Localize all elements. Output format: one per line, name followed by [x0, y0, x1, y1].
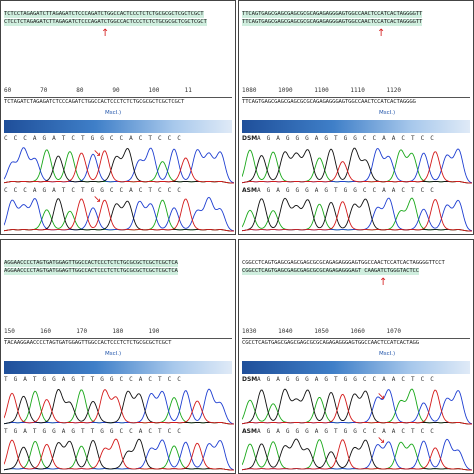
sequence-line-1: TTCAGTGAGCGAGCGAGCGCGCAGAGAGGGAGTGGCCAAC…	[242, 11, 423, 18]
trace-base-calls: A G A G G G A G T G G C C A A C T C C	[257, 376, 436, 383]
panel-top-left: TCTCCTAGAGATCTTAGAGATCTCCCAGATCTGGCCACTC…	[0, 0, 236, 235]
alignment-bar	[242, 120, 470, 133]
ruler	[242, 92, 470, 98]
trace-peak-t	[4, 389, 234, 425]
sequence-line-2: CTCCTCTAGAGATCTTAGAGATCTCCCAGATCTGGCCACT…	[4, 19, 207, 26]
panel-top-right: TTCAGTGAGCGAGCGAGCGCGCAGAGAGGGAGTGGCCAAC…	[238, 0, 474, 235]
trace-peak-t	[242, 439, 472, 471]
sequence-line-2: TTCAGTGAGCGAGCGAGCGCGCAGAGAGGGAGTGGCCAAC…	[242, 19, 423, 26]
panel-bottom-right: CGGCCTCAGTGAGCGAGCGAGCGCGCAGAGAGGGAGTGGC…	[238, 239, 474, 474]
ruler	[4, 333, 232, 339]
trace-peak-g	[242, 438, 472, 471]
enzyme-label: MscI.)	[105, 110, 122, 116]
sequence-line-1: CGGCCTCAGTGAGCGAGCGAGCGCGCAGAGAGGGAGTGGC…	[242, 260, 445, 266]
alignment-bar	[4, 361, 232, 374]
mutation-arrow-icon: ↘	[93, 194, 102, 205]
sequence-line-2: CGGCCTCAGTGAGCGAGCGAGCGCGCAGAGAGGGAGT CA…	[242, 268, 419, 275]
trace-peak-t	[242, 389, 472, 425]
ruler-sequence: CGCCTCAGTGAGCGAGCGAGCGCGCAGAGAGGGAGTGGCC…	[242, 340, 419, 346]
alignment-bar	[242, 361, 470, 374]
trace-peak-g	[242, 147, 472, 184]
ruler	[4, 92, 232, 98]
trace-peak-c	[4, 147, 234, 184]
chromatogram-trace-2	[242, 438, 472, 471]
trace-label-dsm: DSM	[242, 135, 258, 142]
trace-peak-t	[242, 198, 472, 232]
ruler-sequence: TTCAGTGAGCGAGCGAGCGCGCAGAGAGGGAGTGGCCAAC…	[242, 99, 416, 105]
ruler-sequence: TACAAGGAACCCCTAGTGATGGAGTTGGCCACTCCCTCTC…	[4, 340, 172, 346]
chromatogram-trace-2	[242, 197, 472, 232]
enzyme-label: MscI.)	[379, 351, 396, 357]
trace-peak-c	[242, 147, 472, 184]
trace-peak-g	[242, 388, 472, 425]
trace-base-calls: A G A G G G A G T G G C C A A C T C C	[257, 428, 436, 435]
trace-peak-a	[4, 199, 234, 232]
mutation-arrow-icon: ↑	[379, 277, 388, 288]
chromatogram-trace-1	[4, 388, 234, 425]
trace-peak-t	[242, 151, 472, 184]
trace-label-asm: ASM	[242, 187, 257, 194]
trace-label-asm: ASM	[242, 428, 257, 435]
ruler-numbers: 1080 1090 1100 1110 1120	[242, 87, 401, 94]
ruler-numbers: 150 160 170 180 190	[4, 328, 160, 335]
ruler-sequence: TCTAGATCTAGAGATCTCCCAGATCTGGCCACTCCCTCTC…	[4, 99, 185, 105]
chromatogram-trace-1	[242, 147, 472, 184]
trace-base-calls: A G A G G G A G T G G C C A A C T C C	[257, 135, 436, 142]
chromatogram-trace-2	[4, 196, 234, 232]
trace-base-calls: T G A T G G A G T T G G C C A C T C C	[4, 428, 183, 435]
trace-peak-g	[4, 438, 234, 471]
enzyme-label: MscI.)	[379, 110, 396, 116]
sequence-line-1: TCTCCTAGAGATCTTAGAGATCTCCCAGATCTGGCCACTC…	[4, 11, 204, 18]
trace-peak-g	[242, 197, 472, 232]
ruler-numbers: 1030 1040 1050 1060 1070	[242, 328, 401, 335]
mutation-arrow-icon: ↑	[101, 28, 110, 39]
chromatogram-trace-2	[4, 438, 234, 471]
sequence-line-1: AGGAACCCCTAGTGATGGAGTTGGCCACTCCCTCTCTGCG…	[4, 260, 178, 267]
trace-peak-t	[4, 438, 234, 471]
chromatogram-trace-1	[242, 388, 472, 425]
trace-base-calls: C C C A G A T C T G G C C A C T C C C	[4, 135, 183, 142]
trace-base-calls: T G A T G G A G T T G G C C A C T C C	[4, 376, 183, 383]
mutation-arrow-icon: ↑	[377, 28, 386, 39]
trace-label-dsm: DSM	[242, 376, 258, 383]
mutation-arrow-icon: ↘	[377, 435, 386, 446]
trace-peak-g	[4, 389, 234, 425]
mutation-arrow-icon: ↘	[377, 391, 386, 402]
alignment-bar	[4, 120, 232, 133]
mutation-arrow-icon: ↘	[93, 148, 102, 159]
enzyme-label: MscI.)	[105, 351, 122, 357]
ruler	[242, 333, 470, 339]
panel-bottom-left: AGGAACCCCTAGTGATGGAGTTGGCCACTCCCTCTCTGCG…	[0, 239, 236, 474]
chromatogram-trace-1	[4, 147, 234, 184]
trace-base-calls: C C C A G A T C T G G C C A C T C C C	[4, 187, 183, 194]
trace-base-calls: A G A G G G A G T G G C C A A C T C C	[257, 187, 436, 194]
sequence-line-2: AGGAACCCCTAGTGATGGAGTTGGCCACTCCCTCTCTGCG…	[4, 268, 178, 275]
ruler-numbers: 60 70 80 90 100 11	[4, 87, 192, 94]
trace-peak-t	[4, 150, 234, 184]
trace-peak-t	[4, 198, 234, 232]
